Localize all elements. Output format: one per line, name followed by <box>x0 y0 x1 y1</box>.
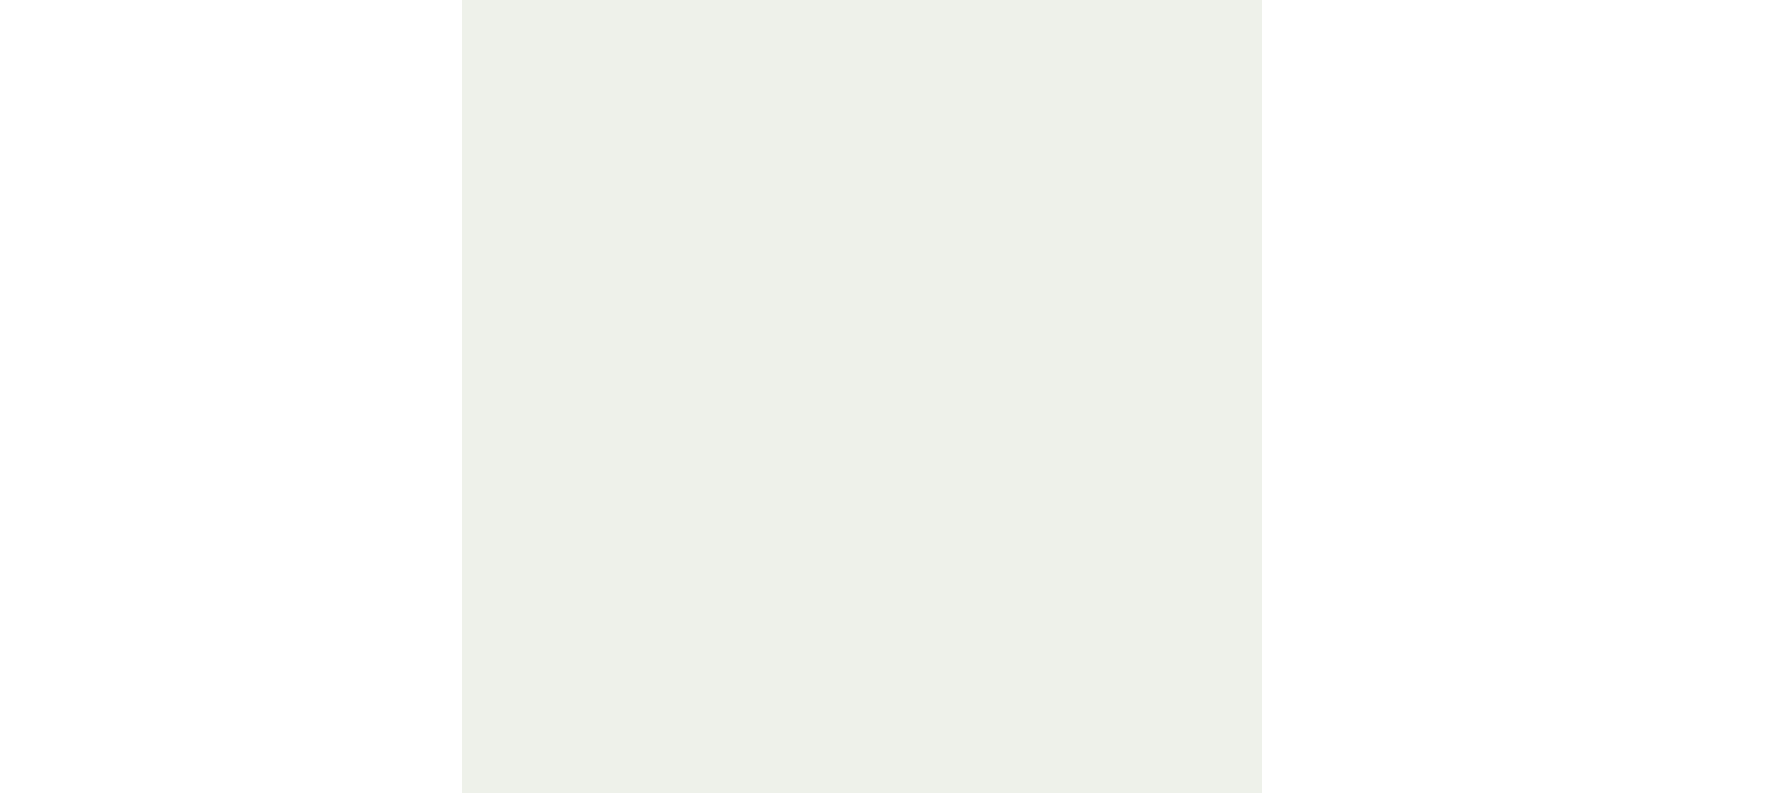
figure-panel <box>462 0 1262 793</box>
